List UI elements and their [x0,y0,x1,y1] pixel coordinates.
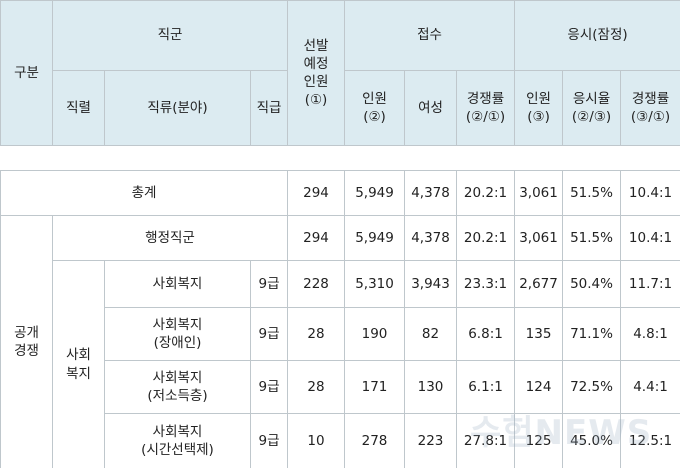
table-row: 공개 경쟁 행정직군 294 5,949 4,378 20.2:1 3,061 51.5% 10… [0,215,680,468]
cell: 4.8:1 [620,307,680,361]
cell: 23.3:1 [456,260,516,308]
header-cell: 직렬 [52,70,105,146]
cell: 45.0% [562,413,622,468]
cell: 9급 [249,260,289,308]
cell: 51.5% [562,215,622,261]
cell: 5,949 [344,170,406,216]
cell: 171 [344,360,406,414]
cell: 총계 [0,170,289,216]
cell: 51.5% [562,170,622,216]
cell: 294 [287,215,346,261]
cell: 20.2:1 [456,170,516,216]
cell: 6.1:1 [456,360,516,414]
cell: 6.8:1 [456,307,516,361]
cell: 20.2:1 [456,215,516,261]
cell: 4,378 [404,170,458,216]
cell: 28 [287,360,346,414]
cell: 278 [344,413,406,468]
cell: 294 [287,170,346,216]
header-cell: 인원 (③) [514,70,564,146]
cell: 71.1% [562,307,622,361]
cell: 10.4:1 [620,215,680,261]
header-cell: 선발 예정 인원 (①) [287,0,346,146]
cell: 223 [404,413,458,468]
header-cell: 인원 (②) [344,70,406,146]
cell: 130 [404,360,458,414]
cell: 4,378 [404,215,458,261]
header-cell: 직류(분야) [104,70,251,146]
cell: 10 [287,413,346,468]
cell: 50.4% [562,260,622,308]
cell: 사회복지 (시간선택제) [104,413,251,468]
spacer [0,145,680,171]
cell: 5,310 [344,260,406,308]
cell: 9급 [249,307,289,361]
cell: 9급 [249,413,289,468]
cell: 공개 경쟁 [0,215,53,468]
cell: 5,949 [344,215,406,261]
cell: 4.4:1 [620,360,680,414]
table-row: 사회 복지 사회복지 9급 228 5,310 3,943 23.3:1 2,677 50.4%… [1,260,680,468]
cell: 행정직군 [51,215,289,261]
header-cell: 응시율 (②/③) [562,70,622,146]
cell: 사회 복지 [52,260,105,468]
cell: 28 [287,307,346,361]
header-cell: 구분 [0,0,53,146]
table-row: 사회복지 (장애인) 9급 28 190 82 6.8:1 135 71.1% 4.8:1 [1,307,680,361]
cell: 124 [514,360,564,414]
cell: 3,061 [514,215,564,261]
header-cell: 여성 [404,70,458,146]
cell: 228 [287,260,346,308]
watermark: 수험NEWS [470,413,653,453]
table-row: 총계 294 5,949 4,378 20.2:1 3,061 51.5% 10.4:1 [0,170,680,216]
header-cell: 응시(잠정) [514,0,680,71]
cell: 135 [514,307,564,361]
cell: 3,943 [404,260,458,308]
cell: 190 [344,307,406,361]
cell: 사회복지 (장애인) [104,307,251,361]
cell: 사회복지 [104,260,251,308]
header-cell: 경쟁률 (③/①) [620,70,680,146]
cell: 27.8:1 [456,413,516,468]
cell: 82 [404,307,458,361]
cell: 사회복지 (저소득층) [104,360,251,414]
header-cell: 직군 [51,0,289,71]
table-row: 사회복지 (저소득층) 9급 28 171 130 6.1:1 124 72.5% 4.4:1 [1,360,680,414]
cell: 2,677 [514,260,564,308]
cell: 125 [514,413,564,468]
header-cell: 직급 [249,70,289,146]
cell: 3,061 [514,170,564,216]
header-cell: 접수 [344,0,516,71]
cell: 10.4:1 [620,170,680,216]
cell: 11.7:1 [620,260,680,308]
cell: 9급 [249,360,289,414]
header-cell: 경쟁률 (②/①) [456,70,516,146]
cell: 72.5% [562,360,622,414]
